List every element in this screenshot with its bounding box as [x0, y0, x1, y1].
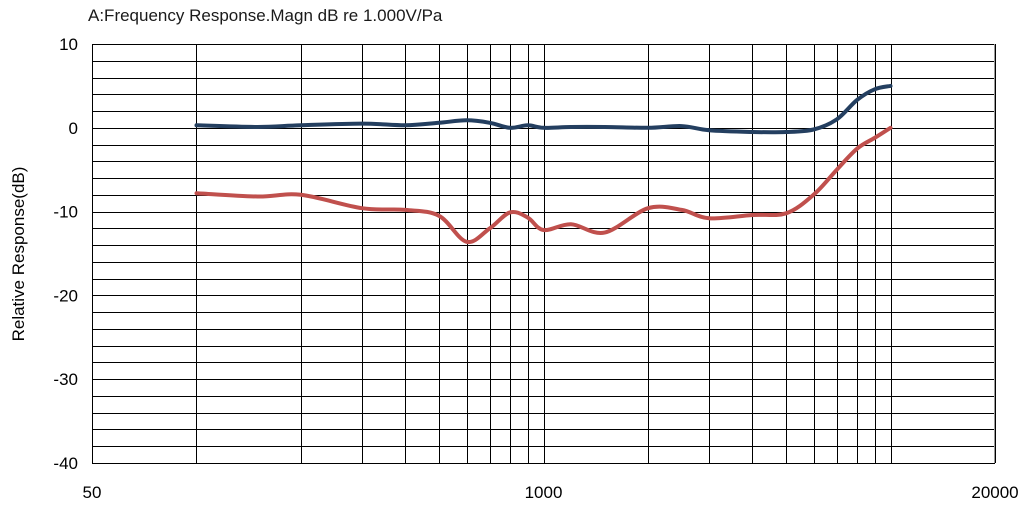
y-tick-label: 10: [59, 35, 78, 54]
axes: [92, 44, 995, 464]
x-tick-label: 20000: [971, 483, 1018, 502]
y-axis-title: Relative Response(dB): [9, 167, 28, 342]
y-tick-label: 0: [69, 119, 78, 138]
x-tick-label: 50: [83, 483, 102, 502]
tick-labels: 10 0 -10 -20 -30 -40 50 1000 20000: [53, 35, 1018, 502]
series-line-1: [194, 83, 893, 135]
chart-title: A:Frequency Response.Magn dB re 1.000V/P…: [88, 6, 443, 25]
series-layer: [194, 83, 893, 245]
grid: [92, 44, 996, 464]
y-tick-label: -40: [53, 454, 78, 473]
series-line-2: [194, 125, 893, 245]
y-tick-label: -20: [53, 286, 78, 305]
x-tick-label: 1000: [525, 483, 563, 502]
plot-background: [92, 44, 995, 463]
y-tick-label: -10: [53, 203, 78, 222]
y-tick-label: -30: [53, 370, 78, 389]
